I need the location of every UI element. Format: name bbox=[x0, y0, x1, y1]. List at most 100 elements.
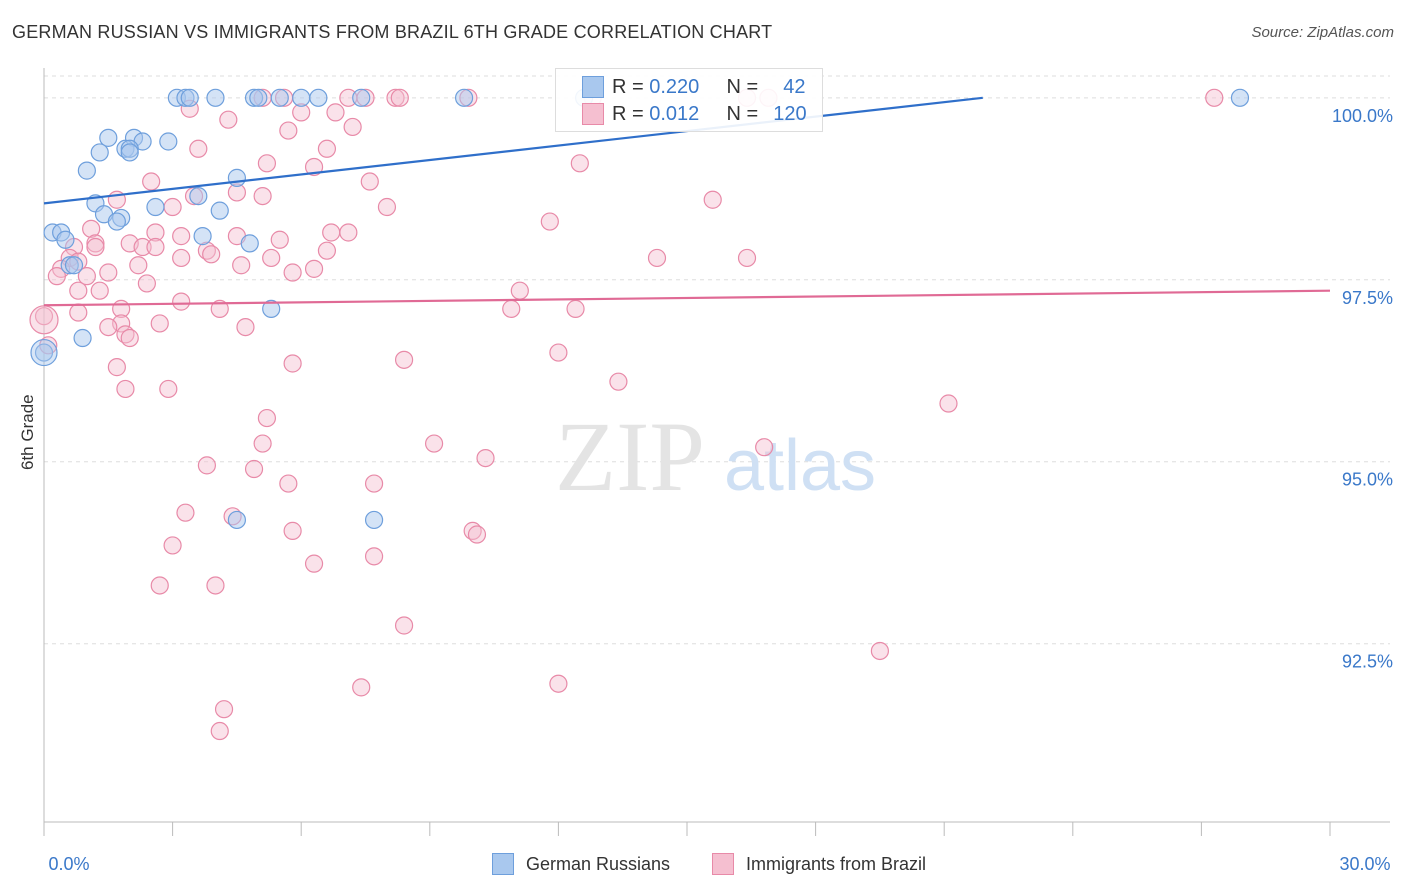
german-russian-point bbox=[107, 212, 126, 231]
german-russian-point bbox=[64, 256, 84, 275]
german-russian-point bbox=[30, 338, 58, 367]
brazil-point bbox=[317, 139, 337, 158]
legend-n-value-2: 120 bbox=[773, 102, 807, 125]
x-tick-label-max: 30.0% bbox=[1339, 854, 1390, 874]
legend-r-label-1: R = bbox=[612, 75, 644, 98]
german-russian-point bbox=[352, 88, 371, 107]
brazil-point bbox=[253, 434, 272, 453]
german-russian-point bbox=[227, 168, 246, 187]
brazil-point bbox=[69, 281, 88, 300]
brazil-point bbox=[189, 139, 208, 158]
brazil-point bbox=[737, 248, 757, 268]
brazil-point bbox=[172, 292, 191, 311]
brazil-point bbox=[257, 408, 277, 428]
brazil-point bbox=[150, 314, 169, 333]
german-russian-point bbox=[73, 328, 92, 348]
brazil-point bbox=[870, 641, 890, 661]
brazil-point bbox=[232, 256, 251, 275]
brazil-point bbox=[236, 317, 255, 337]
brazil-point bbox=[107, 358, 126, 377]
brazil-point bbox=[146, 223, 165, 242]
brazil-point bbox=[99, 317, 118, 337]
brazil-point bbox=[322, 223, 341, 242]
brazil-point bbox=[609, 372, 628, 391]
brazil-point bbox=[755, 438, 774, 457]
axes bbox=[43, 68, 1390, 836]
brazil-point bbox=[210, 299, 229, 318]
german-russian-point bbox=[56, 230, 75, 249]
brazil-point bbox=[163, 536, 182, 555]
bottom-legend-swatch-blue bbox=[492, 853, 514, 875]
brazil-point bbox=[377, 197, 397, 217]
brazil-point bbox=[360, 172, 379, 191]
brazil-point bbox=[549, 674, 568, 693]
brazil-point bbox=[172, 227, 191, 246]
brazil-point bbox=[1205, 88, 1224, 107]
brazil-point bbox=[206, 576, 225, 595]
brazil-point bbox=[77, 267, 96, 286]
y-tick-label: 92.5% bbox=[1342, 652, 1393, 672]
german-russian-point bbox=[34, 343, 54, 362]
german-russian-point bbox=[180, 88, 199, 107]
brazil-point bbox=[424, 434, 444, 453]
brazil-point bbox=[703, 190, 722, 209]
bottom-legend-swatch-pink bbox=[712, 853, 734, 875]
bottom-legend-german-russians: German Russians bbox=[492, 852, 670, 876]
brazil-point bbox=[82, 219, 101, 238]
brazil-point bbox=[304, 157, 324, 177]
bottom-legend-brazil: Immigrants from Brazil bbox=[712, 852, 926, 876]
brazil-point bbox=[262, 248, 281, 268]
brazil-point bbox=[219, 110, 238, 129]
bottom-legend-label-2: Immigrants from Brazil bbox=[746, 853, 927, 874]
brazil-point bbox=[510, 281, 529, 300]
brazil-point bbox=[244, 459, 264, 479]
german-russian-point bbox=[77, 161, 96, 180]
brazil-point bbox=[34, 307, 54, 326]
brazil-point bbox=[279, 474, 298, 493]
german-russian-point bbox=[292, 88, 311, 107]
german-russian-point bbox=[99, 128, 118, 147]
legend-n-label-1: N = bbox=[726, 75, 759, 98]
brazil-point bbox=[304, 554, 324, 573]
german-russian-point bbox=[309, 88, 328, 107]
source-label: Source: ZipAtlas.com bbox=[1251, 24, 1394, 41]
brazil-point bbox=[69, 303, 88, 322]
german-russian-point bbox=[210, 201, 229, 220]
legend-r-label-2: R = bbox=[612, 102, 644, 125]
brazil-point bbox=[257, 154, 277, 173]
brazil-point bbox=[202, 245, 221, 264]
brazil-point bbox=[283, 521, 302, 540]
brazil-point bbox=[176, 503, 195, 522]
brazil-point bbox=[390, 88, 409, 107]
y-tick-label: 97.5% bbox=[1342, 288, 1393, 308]
legend-r-value-1: 0.220 bbox=[649, 75, 700, 98]
brazil-point bbox=[502, 299, 521, 318]
brazil-point bbox=[29, 305, 59, 335]
chart-title: GERMAN RUSSIAN VS IMMIGRANTS FROM BRAZIL… bbox=[12, 22, 773, 42]
brazil-points bbox=[29, 88, 1224, 741]
german-russian-point bbox=[206, 88, 225, 107]
brazil-point bbox=[133, 237, 152, 257]
brazil-point bbox=[116, 379, 135, 399]
watermark-atlas: atlas bbox=[724, 426, 876, 506]
brazil-point bbox=[476, 448, 495, 468]
brazil-point bbox=[283, 263, 302, 282]
german-russian-point bbox=[240, 234, 259, 253]
german-russian-point bbox=[146, 197, 165, 217]
brazil-point bbox=[283, 354, 302, 373]
brazil-point bbox=[339, 223, 358, 242]
german-russian-trend-line bbox=[43, 96, 983, 205]
brazil-point bbox=[90, 281, 109, 300]
german-russian-point bbox=[227, 510, 246, 530]
legend-swatch-blue bbox=[582, 76, 604, 98]
brazil-point bbox=[197, 456, 216, 475]
correlation-legend: R = 0.220 N = 42 R = 0.012 N = 120 bbox=[555, 68, 823, 132]
brazil-point bbox=[163, 197, 182, 217]
brazil-point bbox=[137, 274, 156, 293]
y-tick-label: 95.0% bbox=[1342, 470, 1393, 490]
legend-swatch-pink bbox=[582, 103, 604, 125]
german-russian-point bbox=[1230, 88, 1250, 107]
legend-n-value-1: 42 bbox=[783, 75, 806, 98]
legend-n-label-2: N = bbox=[726, 102, 759, 125]
german-russian-point bbox=[364, 510, 384, 530]
